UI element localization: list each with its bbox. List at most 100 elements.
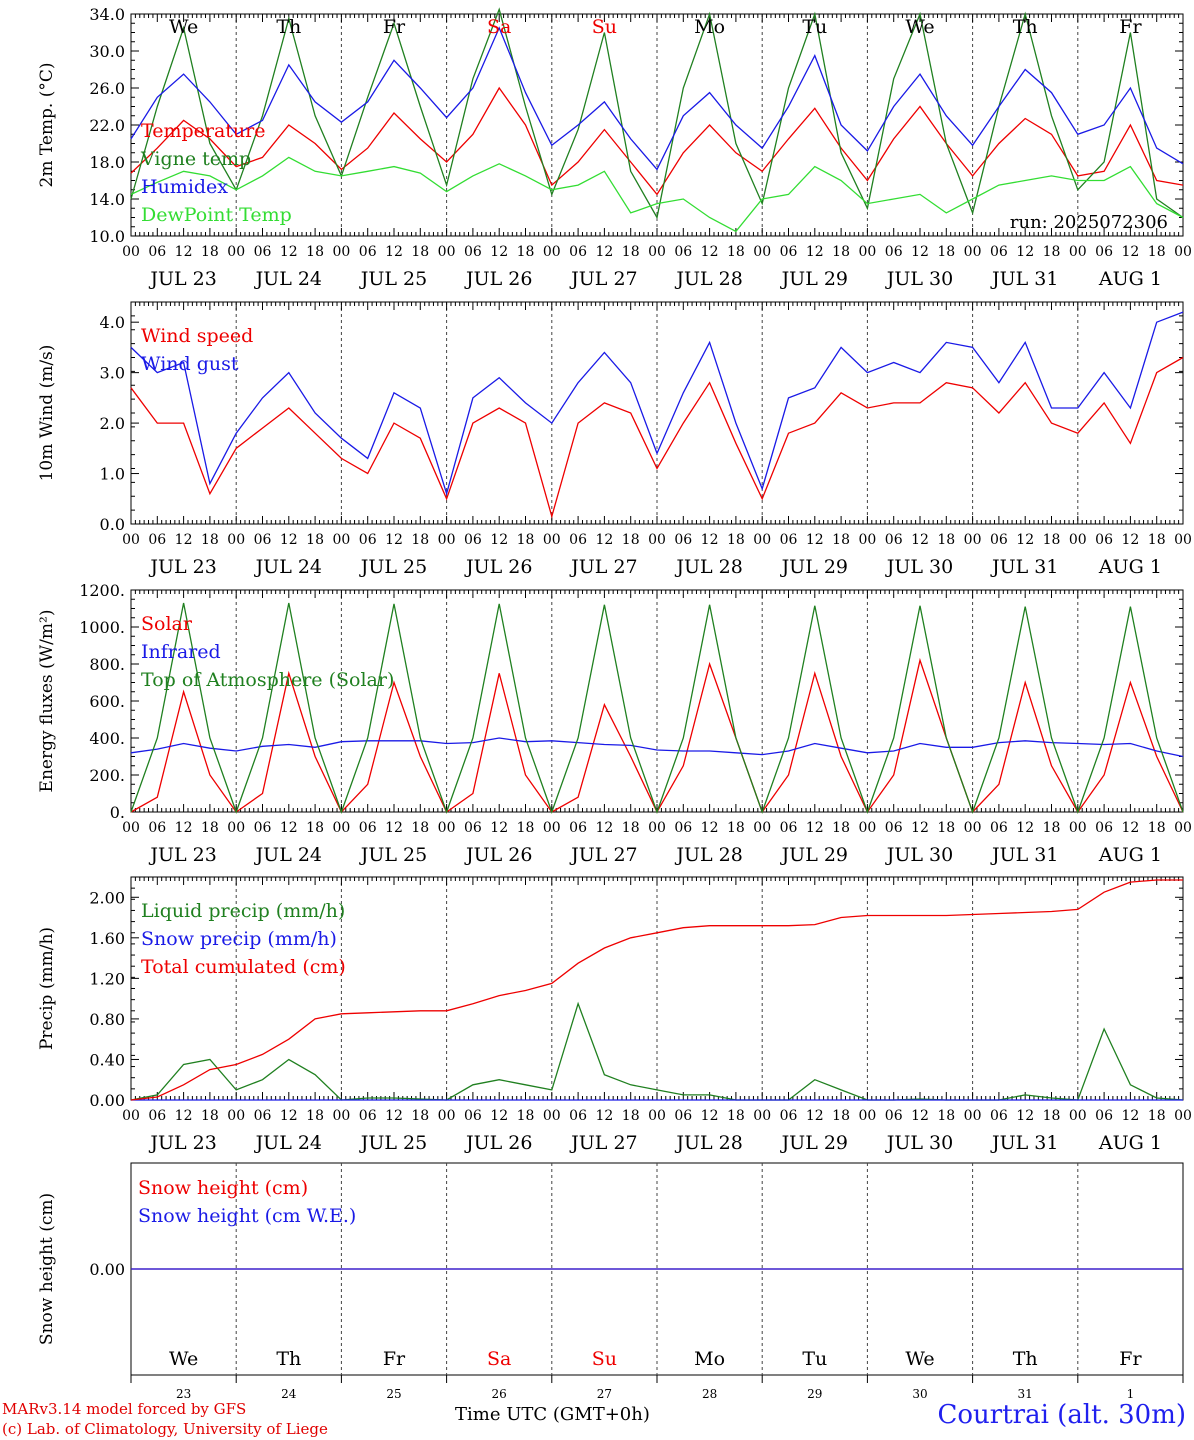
hour-tick-label: 12	[595, 820, 613, 836]
hour-tick-label: 06	[569, 820, 587, 836]
hour-tick-label: 18	[1148, 244, 1166, 260]
date-label: JUL 25	[359, 1132, 427, 1154]
hour-tick-label: 18	[622, 820, 640, 836]
hour-tick-label: 12	[175, 244, 193, 260]
y-tick-label: 2.00	[89, 888, 125, 907]
hour-tick-label: 18	[622, 532, 640, 548]
hour-tick-label: 06	[990, 820, 1008, 836]
hour-tick-label: 06	[254, 532, 272, 548]
day-number: 1	[1127, 1387, 1135, 1400]
hour-tick-label: 18	[306, 244, 324, 260]
weekday-label: Mo	[694, 16, 725, 38]
hour-tick-label: 12	[595, 532, 613, 548]
weekday-label-bottom: We	[169, 1348, 198, 1370]
weekday-label-bottom: Th	[276, 1348, 301, 1370]
y-tick-label: 1.60	[89, 929, 125, 948]
hour-tick-label: 18	[832, 244, 850, 260]
hour-tick-label: 00	[858, 820, 876, 836]
y-tick-label: 10.0	[89, 227, 125, 246]
date-label: JUL 30	[885, 556, 953, 578]
weekday-label: Th	[1013, 16, 1038, 38]
hour-tick-label: 06	[254, 244, 272, 260]
hour-tick-label: 12	[911, 532, 929, 548]
series-line	[130, 26, 1184, 171]
date-label: JUL 25	[359, 556, 427, 578]
date-label: JUL 25	[359, 844, 427, 866]
weekday-label-bottom: Th	[1013, 1348, 1038, 1370]
hour-tick-label: 18	[411, 244, 429, 260]
hour-tick-label: 18	[517, 532, 535, 548]
series-line	[130, 737, 1184, 758]
hour-tick-label: 18	[1043, 244, 1061, 260]
hour-tick-label: 06	[464, 1108, 482, 1124]
hour-tick-label: 18	[832, 820, 850, 836]
hour-tick-label: 06	[254, 820, 272, 836]
date-label: JUL 31	[990, 1132, 1058, 1154]
hour-tick-label: 18	[411, 532, 429, 548]
date-label: JUL 30	[885, 268, 953, 290]
y-tick-label: 30.0	[89, 42, 125, 61]
date-label: JUL 24	[254, 556, 322, 578]
legend-entry: Total cumulated (cm)	[141, 956, 346, 978]
hour-tick-label: 18	[517, 820, 535, 836]
hour-tick-label: 06	[990, 1108, 1008, 1124]
hour-tick-label: 00	[332, 1108, 350, 1124]
date-label: JUL 29	[780, 1132, 848, 1154]
weekday-label: Sa	[487, 16, 511, 38]
hour-tick-label: 00	[438, 244, 456, 260]
day-number: 25	[386, 1387, 401, 1400]
legend-entry: Temperature	[141, 120, 265, 142]
y-axis-label: 10m Wind (m/s)	[37, 345, 57, 482]
y-tick-label: 0.00	[89, 1260, 125, 1279]
hour-tick-label: 06	[359, 532, 377, 548]
y-tick-label: 34.0	[89, 5, 125, 24]
hour-tick-label: 12	[911, 1108, 929, 1124]
y-axis-label: Precip (mm/h)	[37, 927, 57, 1050]
date-label: JUL 30	[885, 844, 953, 866]
hour-tick-label: 12	[595, 1108, 613, 1124]
hour-tick-label: 18	[727, 244, 745, 260]
hour-tick-label: 06	[359, 820, 377, 836]
date-label: AUG 1	[1098, 1132, 1162, 1154]
weekday-label-bottom: Tu	[802, 1348, 827, 1370]
y-tick-label: 200.	[89, 766, 125, 785]
hour-tick-label: 12	[595, 244, 613, 260]
hour-tick-label: 06	[990, 244, 1008, 260]
hour-tick-label: 12	[806, 820, 824, 836]
hour-tick-label: 06	[674, 820, 692, 836]
date-label: JUL 28	[674, 268, 742, 290]
hour-tick-label: 18	[937, 532, 955, 548]
hour-tick-label: 12	[1016, 244, 1034, 260]
hour-tick-label: 18	[411, 1108, 429, 1124]
hour-tick-label: 12	[385, 532, 403, 548]
hour-tick-label: 12	[1016, 1108, 1034, 1124]
y-axis-label: Energy fluxes (W/m²)	[37, 610, 57, 793]
hour-tick-label: 18	[411, 820, 429, 836]
hour-tick-label: 00	[122, 820, 140, 836]
hour-tick-label: 12	[806, 1108, 824, 1124]
y-tick-label: 0.80	[89, 1010, 125, 1029]
hour-tick-label: 00	[1174, 244, 1192, 260]
hour-tick-label: 12	[1121, 820, 1139, 836]
date-label: JUL 28	[674, 1132, 742, 1154]
hour-tick-label: 12	[1121, 532, 1139, 548]
hour-tick-label: 00	[753, 244, 771, 260]
weekday-label: We	[905, 16, 934, 38]
panel-5: 0.00 Snow height (cm) Snow height (cm) Snow…	[37, 1162, 1184, 1383]
hour-tick-label: 12	[701, 1108, 719, 1124]
hour-tick-label: 18	[622, 244, 640, 260]
hour-tick-label: 06	[1095, 532, 1113, 548]
hour-tick-label: 06	[780, 244, 798, 260]
hour-tick-label: 00	[122, 244, 140, 260]
hour-tick-label: 12	[490, 1108, 508, 1124]
date-label: JUL 28	[674, 844, 742, 866]
hour-tick-label: 00	[332, 244, 350, 260]
model-credit: MARv3.14 model forced by GFS	[2, 1400, 247, 1418]
hour-tick-label: 12	[385, 244, 403, 260]
legend-entry: Snow height (cm)	[138, 1177, 308, 1199]
hour-tick-label: 18	[1148, 532, 1166, 548]
y-tick-label: 0.0	[100, 515, 125, 534]
y-tick-label: 18.0	[89, 153, 125, 172]
legend-entry: Infrared	[141, 641, 221, 663]
hour-tick-label: 00	[1069, 532, 1087, 548]
